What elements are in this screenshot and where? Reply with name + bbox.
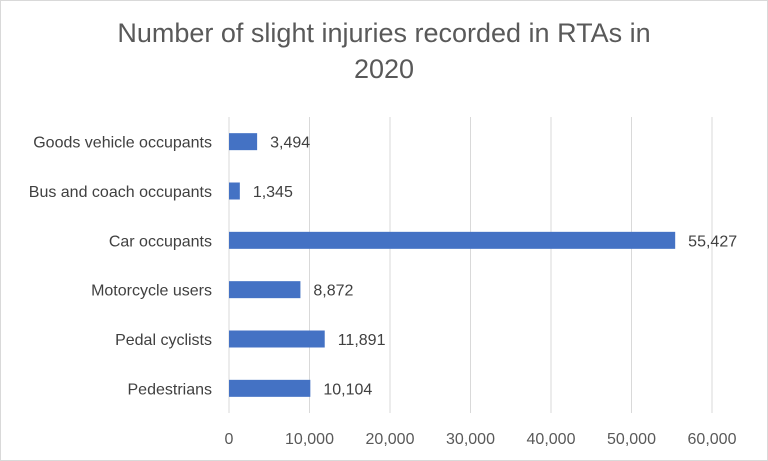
category-label: Bus and coach occupants bbox=[29, 184, 212, 201]
category-label: Pedal cyclists bbox=[115, 332, 212, 349]
chart-title-line-1: Number of slight injuries recorded in RT… bbox=[117, 18, 651, 48]
bar bbox=[229, 281, 301, 299]
x-tick-label: 20,000 bbox=[366, 431, 415, 448]
x-tick-label: 50,000 bbox=[607, 431, 656, 448]
bar bbox=[229, 231, 676, 249]
x-tick-label: 0 bbox=[225, 431, 234, 448]
x-tick-label: 30,000 bbox=[446, 431, 495, 448]
x-tick-label: 40,000 bbox=[527, 431, 576, 448]
category-label: Goods vehicle occupants bbox=[33, 135, 212, 152]
data-label: 1,345 bbox=[253, 184, 293, 201]
data-label: 10,104 bbox=[323, 381, 372, 398]
data-label: 55,427 bbox=[688, 233, 737, 250]
data-label: 11,891 bbox=[338, 332, 386, 349]
data-label: 8,872 bbox=[313, 283, 353, 300]
category-label: Pedestrians bbox=[128, 381, 213, 398]
category-label: Car occupants bbox=[109, 233, 212, 250]
bar bbox=[229, 133, 258, 151]
data-label: 3,494 bbox=[270, 135, 310, 152]
x-tick-label: 60,000 bbox=[688, 431, 737, 448]
chart-title-line-2: 2020 bbox=[353, 54, 415, 84]
x-tick-label: 10,000 bbox=[285, 431, 334, 448]
bar bbox=[229, 182, 240, 200]
category-label: Motorcycle users bbox=[91, 283, 212, 300]
chart-title: Number of slight injuries recorded in RT… bbox=[1, 15, 767, 87]
bar bbox=[229, 330, 325, 348]
bar bbox=[229, 379, 311, 397]
